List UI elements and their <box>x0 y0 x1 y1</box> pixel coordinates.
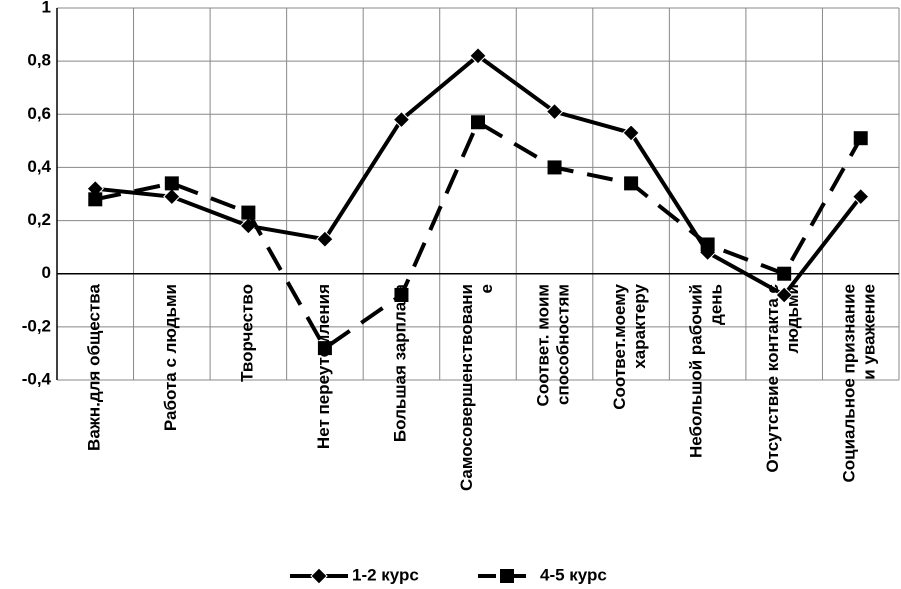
x-tick-label: Соответ.моемухарактеру <box>611 283 650 409</box>
x-tick-label: Творчество <box>238 284 257 382</box>
data-point <box>852 187 870 206</box>
data-point <box>624 176 639 191</box>
data-point <box>469 47 487 65</box>
data-point <box>775 286 793 304</box>
data-point <box>88 192 103 207</box>
y-tick-label: 0,8 <box>27 51 51 70</box>
legend-marker <box>310 567 328 585</box>
x-tick-label: Соответ. моимспособностям <box>534 284 573 406</box>
x-tick-label: Работа с людьми <box>161 284 180 431</box>
data-point <box>317 341 332 356</box>
y-tick-label: 0,4 <box>27 157 51 176</box>
x-tick-label: Социальное признаниеи уважение <box>840 284 879 483</box>
legend-marker <box>500 569 514 583</box>
data-point <box>545 102 564 121</box>
data-point <box>700 237 715 252</box>
data-point <box>316 230 334 248</box>
x-tick-label: Большая зарплата <box>391 283 410 442</box>
data-point <box>394 287 409 302</box>
data-point <box>853 131 868 146</box>
data-point <box>622 124 640 142</box>
y-tick-label: -0,2 <box>22 316 51 335</box>
x-tick-label: Важн.для общества <box>85 283 104 450</box>
legend-label: 1-2 курс <box>352 565 419 584</box>
data-point <box>547 160 562 175</box>
x-tick-label: Небольшой рабочийдень <box>687 284 726 458</box>
data-point <box>164 176 179 191</box>
y-tick-label: 0,2 <box>27 210 51 229</box>
x-tick-label: Отсутствие контакта слюдьми <box>764 284 803 473</box>
x-tick-label: Нет переутомления <box>314 284 333 449</box>
data-point <box>163 187 181 206</box>
data-point <box>392 110 411 129</box>
data-point <box>241 205 256 220</box>
y-tick-label: 0 <box>42 263 51 282</box>
data-point <box>777 266 792 281</box>
data-point <box>471 115 485 130</box>
y-tick-label: -0,4 <box>22 369 52 388</box>
legend-label: 4-5 курс <box>540 565 607 584</box>
x-tick-label: Самосовершенствование <box>457 284 496 491</box>
y-tick-label: 0,6 <box>27 104 51 123</box>
y-tick-label: 1 <box>42 0 51 16</box>
series-line <box>94 119 863 352</box>
